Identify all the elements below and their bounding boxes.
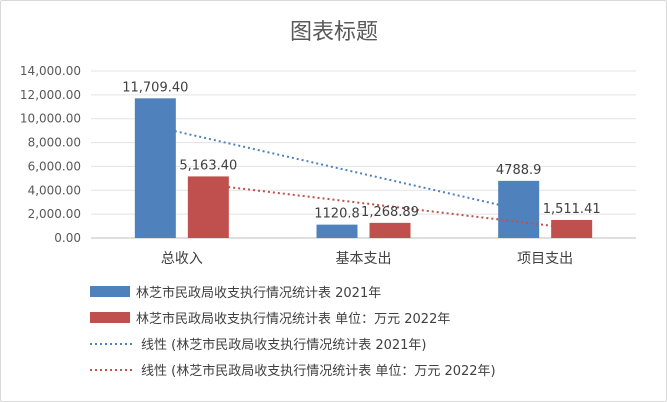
- data-labels: 11,709.40 1120.8 4788.9 5,163.40 1,268.89 1,5…: [122, 80, 600, 221]
- bar-series2-1: [187, 176, 229, 238]
- y-tick-label: 6,000.00: [28, 159, 81, 173]
- x-tick-label: 基本支出: [336, 250, 392, 267]
- y-tick-label: 12,000.00: [20, 88, 81, 102]
- legend-swatch: [90, 286, 130, 297]
- data-label: 5,163.40: [179, 158, 237, 173]
- data-label: 1,268.89: [361, 205, 419, 220]
- legend-label: 线性 (林芝市民政局收支执行情况统计表 2021年): [141, 337, 427, 353]
- y-tick-label: 10,000.00: [20, 112, 81, 126]
- bar-series2-3: [551, 219, 593, 238]
- y-tick-label: 14,000.00: [20, 64, 81, 78]
- gridlines: [91, 70, 636, 239]
- x-axis: 总收入 基本支出 项目支出: [161, 250, 573, 267]
- data-label: 1,511.41: [543, 202, 601, 217]
- y-tick-label: 8,000.00: [28, 136, 81, 150]
- y-tick-label: 2,000.00: [28, 207, 81, 221]
- y-axis: 0.00 2,000.00 4,000.00 6,000.00 8,000.00 10,0…: [20, 64, 81, 245]
- trendlines: [155, 125, 572, 230]
- data-label: 11,709.40: [122, 80, 188, 95]
- bars: [134, 98, 593, 239]
- data-label: 4788.9: [496, 163, 542, 178]
- legend-label: 林芝市民政局收支执行情况统计表 单位：万元 2022年: [136, 311, 450, 327]
- legend-label: 线性 (林芝市民政局收支执行情况统计表 单位：万元 2022年): [141, 363, 496, 379]
- trendline: [208, 183, 572, 230]
- x-tick-label: 项目支出: [517, 251, 573, 267]
- data-label: 1120.8: [314, 207, 360, 222]
- x-tick-label: 总收入: [161, 251, 203, 267]
- legend-label: 林芝市民政局收支执行情况统计表 2021年: [136, 285, 381, 301]
- chart-title: 图表标题: [290, 20, 378, 45]
- bar-series1-1: [134, 98, 176, 239]
- bar-series1-2: [316, 224, 358, 238]
- bar-series2-2: [369, 222, 411, 238]
- y-tick-label: 0.00: [54, 231, 81, 245]
- bar-series1-3: [498, 180, 540, 238]
- legend-swatch: [90, 312, 130, 323]
- y-tick-label: 4,000.00: [28, 183, 81, 197]
- trendline: [155, 125, 519, 211]
